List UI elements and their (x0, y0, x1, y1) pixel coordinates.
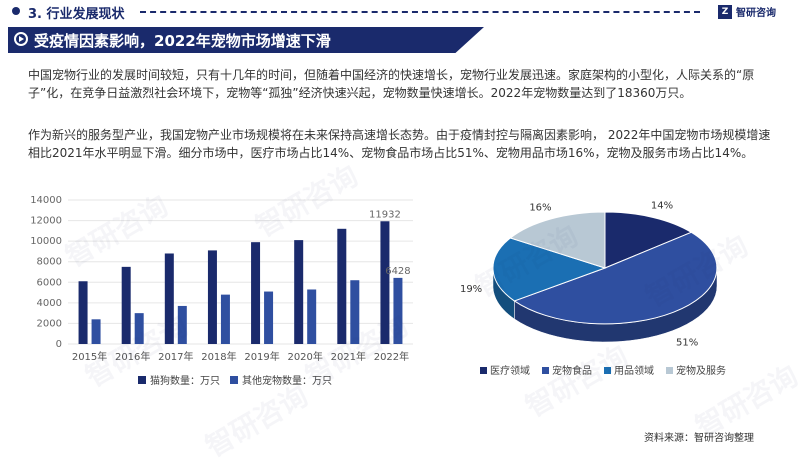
x-tick-label: 2020年 (287, 350, 322, 363)
banner-title: 受疫情因素影响，2022年宠物市场增速下滑 (34, 32, 331, 50)
top-bar: 3. 行业发展现状 Z 智研咨询 (0, 0, 800, 24)
x-tick-label: 2021年 (331, 350, 366, 363)
pie-slice (492, 237, 607, 302)
legend-swatch (666, 367, 673, 374)
x-tick-label: 2018年 (201, 350, 236, 363)
y-tick-label: 14000 (30, 195, 62, 206)
logo-icon: Z (718, 4, 732, 19)
bar-cats-dogs (207, 250, 217, 344)
legend-swatch (604, 367, 611, 374)
bar-cats-dogs (380, 221, 390, 344)
legend-swatch (480, 367, 487, 374)
pie-slice (513, 231, 718, 325)
y-tick-label: 8000 (37, 257, 62, 268)
bar-other-pets (220, 294, 230, 344)
title-banner: 受疫情因素影响，2022年宠物市场增速下滑 (8, 27, 484, 53)
pie-percent-label: 19% (460, 284, 482, 295)
pie-percent-label: 14% (651, 201, 673, 212)
pie-percent-label: 51% (676, 337, 698, 348)
data-label: 11932 (369, 209, 401, 220)
legend-swatch (542, 367, 549, 374)
bar-cats-dogs (251, 242, 261, 344)
y-tick-label: 12000 (30, 216, 62, 227)
paragraph-1: 中国宠物行业的发展时间较短，只有十几年的时间，但随着中国经济的快速增长，宠物行业… (28, 68, 755, 100)
bar-cats-dogs (121, 266, 131, 344)
bar-cats-dogs (294, 240, 304, 344)
x-tick-label: 2017年 (158, 350, 193, 363)
legend-swatch (230, 376, 238, 384)
header-divider (140, 11, 700, 13)
bar-other-pets (264, 291, 274, 344)
bar-other-pets (177, 305, 187, 344)
x-tick-label: 2016年 (115, 350, 150, 363)
y-tick-label: 4000 (37, 298, 62, 309)
y-tick-label: 10000 (30, 236, 62, 247)
brand-logo: Z 智研咨询 (718, 4, 776, 19)
y-tick-label: 6000 (37, 277, 62, 288)
y-tick-label: 2000 (37, 318, 62, 329)
pie-percent-label: 16% (529, 203, 551, 214)
paragraph-2: 作为新兴的服务型产业，我国宠物产业市场规模将在未来保持高速增长态势。由于疫情封控… (28, 128, 771, 160)
bar-cats-dogs (164, 253, 174, 344)
legend-label: 猫狗数量：万只 (150, 374, 220, 387)
pie-slice (509, 211, 606, 269)
bar-other-pets (307, 289, 317, 344)
bar-other-pets (350, 280, 360, 344)
data-label: 6428 (385, 266, 410, 277)
y-tick-label: 0 (56, 339, 62, 350)
legend-label: 医疗领域 (490, 364, 530, 377)
section-bullet-icon (12, 7, 20, 15)
x-tick-label: 2015年 (72, 350, 107, 363)
legend-label: 用品领域 (614, 364, 654, 377)
logo-text: 智研咨询 (736, 8, 776, 19)
bar-cats-dogs (337, 228, 347, 344)
bar-other-pets (393, 277, 403, 344)
legend-label: 其他宠物数量：万只 (242, 374, 332, 387)
legend-label: 宠物食品 (552, 364, 592, 377)
source-note: 资料来源：智研咨询整理 (644, 433, 754, 444)
bar-other-pets (134, 313, 144, 344)
pie-slice (604, 211, 693, 269)
section-title: 3. 行业发展现状 (28, 7, 125, 22)
legend-swatch (138, 376, 146, 384)
legend-label: 宠物及服务 (676, 364, 726, 377)
bar-cats-dogs (78, 281, 88, 344)
play-circle-icon (14, 32, 28, 46)
x-tick-label: 2022年 (374, 350, 409, 363)
x-tick-label: 2019年 (244, 350, 279, 363)
pie-chart: 14% 51% 19% 16% 医疗领域 宠物食品 用品领域 宠物及服务 (460, 201, 726, 377)
bar-other-pets (91, 319, 101, 344)
bar-chart: 0 2000 4000 6000 8000 10000 12000 14000 2015年 201… (30, 195, 413, 387)
